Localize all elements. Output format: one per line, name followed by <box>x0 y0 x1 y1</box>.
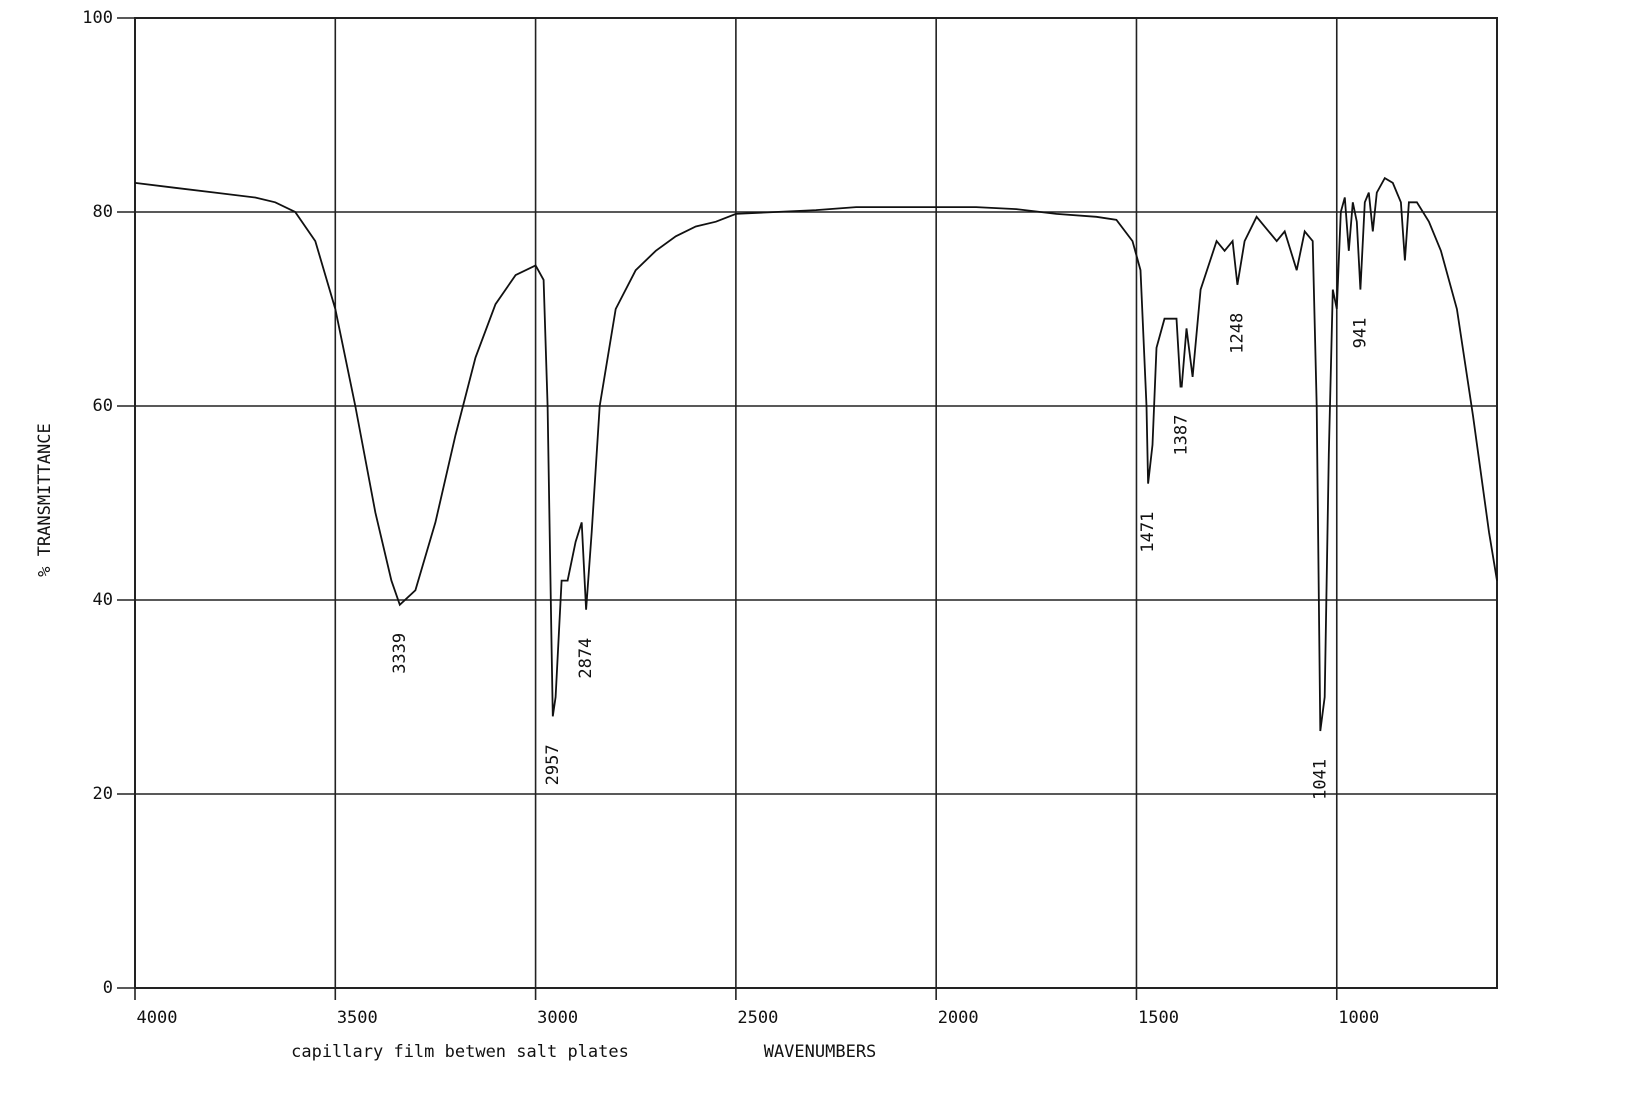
x-tick-label: 4000 <box>137 1008 178 1028</box>
x-tick-label: 2000 <box>938 1008 979 1028</box>
y-tick-label: 40 <box>93 590 113 610</box>
peak-label: 3339 <box>390 633 410 674</box>
peak-label: 1041 <box>1310 759 1330 800</box>
y-axis-label: % TRANSMITTANCE <box>35 423 55 577</box>
y-tick-label: 20 <box>93 784 113 804</box>
y-tick-label: 0 <box>103 978 113 998</box>
x-tick-label: 2500 <box>737 1008 778 1028</box>
x-tick-label: 1500 <box>1138 1008 1179 1028</box>
peak-label: 1471 <box>1138 512 1158 553</box>
x-axis-label: WAVENUMBERS <box>764 1042 877 1062</box>
peak-label: 2874 <box>576 638 596 679</box>
spectrum-line <box>134 176 1498 732</box>
sample-note: capillary film betwen salt plates <box>291 1042 629 1062</box>
peak-label: 941 <box>1350 318 1370 349</box>
x-tick-label: 3500 <box>337 1008 378 1028</box>
peak-label: 1248 <box>1227 313 1247 354</box>
y-tick-label: 60 <box>93 396 113 416</box>
y-tick-label: 100 <box>82 8 113 28</box>
peak-label: 1387 <box>1172 415 1192 456</box>
y-tick-label: 80 <box>93 202 113 222</box>
peak-label: 2957 <box>543 744 563 785</box>
plot-frame <box>134 17 1498 989</box>
x-tick-label: 1000 <box>1338 1008 1379 1028</box>
x-tick-label: 3000 <box>537 1008 578 1028</box>
